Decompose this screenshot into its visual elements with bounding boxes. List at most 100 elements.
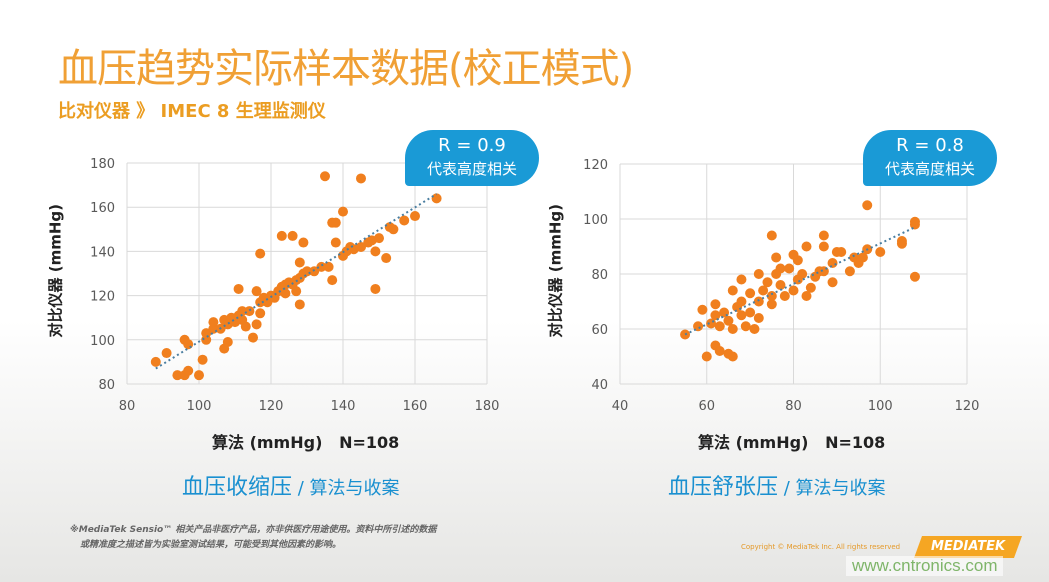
data-point	[244, 306, 255, 317]
x-tick-label: 60	[698, 399, 715, 414]
data-point	[736, 296, 747, 307]
data-point	[320, 171, 330, 182]
data-point	[399, 215, 410, 226]
data-point	[294, 299, 305, 310]
data-point	[410, 211, 420, 222]
data-point	[745, 307, 756, 318]
data-point	[792, 255, 803, 266]
x-tick-label: 100	[868, 399, 893, 414]
data-point	[766, 230, 777, 241]
data-point	[255, 248, 266, 259]
data-point	[758, 285, 769, 296]
data-point	[766, 291, 777, 301]
caption-sub: / 算法与收案	[778, 478, 886, 499]
x-tick-label: 180	[475, 399, 500, 414]
data-point	[251, 319, 262, 330]
data-point	[727, 324, 738, 334]
data-point	[194, 370, 204, 381]
data-point	[287, 230, 298, 241]
caption-diastolic: 血压舒张压 / 算法与收案	[668, 469, 886, 501]
footnote-line2: 或精准度之描述皆为实验室测试结果，可能受到其他因素的影响。	[80, 540, 342, 550]
page-title: 血压趋势实际样本数据(校正模式)	[58, 46, 634, 92]
data-point	[161, 348, 172, 359]
data-point	[374, 233, 384, 244]
data-point	[291, 286, 302, 297]
trend-line	[684, 226, 916, 336]
x-tick-label: 100	[187, 399, 212, 414]
x-axis-label-diastolic: 算法 (mmHg) N=108	[698, 429, 885, 453]
logo-text: MEDIATEK	[930, 539, 1006, 554]
data-point	[280, 288, 291, 299]
r-value-bubble-diastolic: R = 0.8 代表高度相关	[863, 130, 997, 186]
y-tick-label: 180	[90, 157, 115, 172]
data-point	[909, 219, 920, 230]
data-point	[736, 310, 747, 321]
r-value: R = 0.9	[438, 135, 506, 156]
watermark: www.cntronics.com	[846, 556, 1004, 576]
data-point	[771, 252, 782, 263]
data-point	[431, 193, 442, 204]
data-point	[818, 230, 829, 241]
caption-main: 血压舒张压	[668, 475, 779, 500]
data-point	[862, 200, 873, 211]
y-tick-label: 80	[591, 268, 608, 283]
data-point	[183, 365, 194, 376]
data-point	[788, 285, 799, 296]
data-point	[896, 236, 907, 246]
data-point	[222, 337, 233, 348]
y-axis-label-systolic: 对比仪器 (mmHg)	[46, 204, 65, 338]
data-point	[276, 230, 287, 241]
trend-line	[155, 193, 438, 370]
data-point	[753, 313, 764, 323]
data-point	[857, 252, 868, 263]
r-description: 代表高度相关	[884, 160, 975, 178]
x-tick-label: 80	[785, 399, 802, 414]
data-point	[714, 321, 725, 332]
data-point	[710, 299, 721, 310]
caption-systolic: 血压收缩压 / 算法与收案	[182, 469, 400, 501]
y-tick-label: 80	[98, 378, 115, 393]
x-axis-label: 算法 (mmHg)	[698, 433, 809, 452]
data-point	[323, 261, 334, 272]
data-point	[172, 370, 183, 381]
n-label: N=108	[339, 433, 400, 452]
data-point	[255, 308, 266, 319]
caption-main: 血压收缩压	[182, 475, 293, 500]
x-tick-label: 40	[612, 399, 629, 414]
data-point	[723, 315, 734, 326]
r-description: 代表高度相关	[426, 160, 517, 178]
y-tick-label: 120	[90, 290, 115, 305]
data-point	[836, 247, 847, 257]
data-point	[827, 258, 838, 268]
data-point	[330, 237, 341, 248]
data-point	[801, 291, 812, 301]
mediatek-logo: MEDIATEK	[913, 536, 1023, 558]
data-point	[797, 269, 808, 279]
y-tick-label: 160	[90, 201, 115, 216]
data-point	[294, 257, 305, 268]
data-point	[327, 275, 338, 286]
data-point	[727, 285, 738, 296]
footnote-line1: ※MediaTek Sensio™ 相关产品非医疗产品，亦非供医疗用途使用。资料…	[70, 525, 437, 535]
y-tick-label: 120	[583, 158, 608, 173]
data-point	[818, 241, 829, 252]
data-point	[233, 283, 244, 294]
r-value: R = 0.8	[896, 135, 964, 156]
x-tick-label: 120	[259, 399, 284, 414]
x-tick-label: 120	[955, 399, 980, 414]
data-point	[237, 306, 248, 317]
y-tick-label: 140	[90, 245, 115, 260]
x-tick-label: 160	[403, 399, 428, 414]
data-point	[388, 224, 399, 235]
y-tick-label: 60	[591, 323, 608, 338]
n-label: N=108	[825, 433, 886, 452]
data-point	[701, 351, 712, 362]
data-point	[740, 321, 751, 332]
x-tick-label: 140	[331, 399, 356, 414]
data-point	[736, 274, 747, 285]
data-point	[727, 351, 738, 362]
data-point	[240, 321, 251, 332]
x-axis-label-systolic: 算法 (mmHg) N=108	[212, 429, 399, 453]
data-point	[316, 261, 327, 272]
